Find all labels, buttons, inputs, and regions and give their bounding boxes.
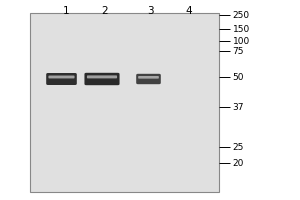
Text: 150: 150 — [232, 24, 250, 33]
Text: 1: 1 — [63, 6, 69, 16]
Text: 3: 3 — [147, 6, 153, 16]
Text: 2: 2 — [102, 6, 108, 16]
Text: 4: 4 — [186, 6, 192, 16]
FancyBboxPatch shape — [85, 73, 120, 85]
FancyBboxPatch shape — [138, 76, 159, 79]
Text: 20: 20 — [232, 158, 244, 168]
Text: 250: 250 — [232, 10, 250, 20]
Text: 37: 37 — [232, 102, 244, 112]
FancyBboxPatch shape — [136, 74, 161, 84]
FancyBboxPatch shape — [87, 75, 117, 78]
FancyBboxPatch shape — [46, 73, 77, 85]
Text: 25: 25 — [232, 142, 244, 152]
Text: 50: 50 — [232, 72, 244, 82]
FancyBboxPatch shape — [49, 76, 74, 78]
Text: 75: 75 — [232, 46, 244, 55]
Text: 100: 100 — [232, 36, 250, 46]
Bar — [30, 13, 219, 192]
